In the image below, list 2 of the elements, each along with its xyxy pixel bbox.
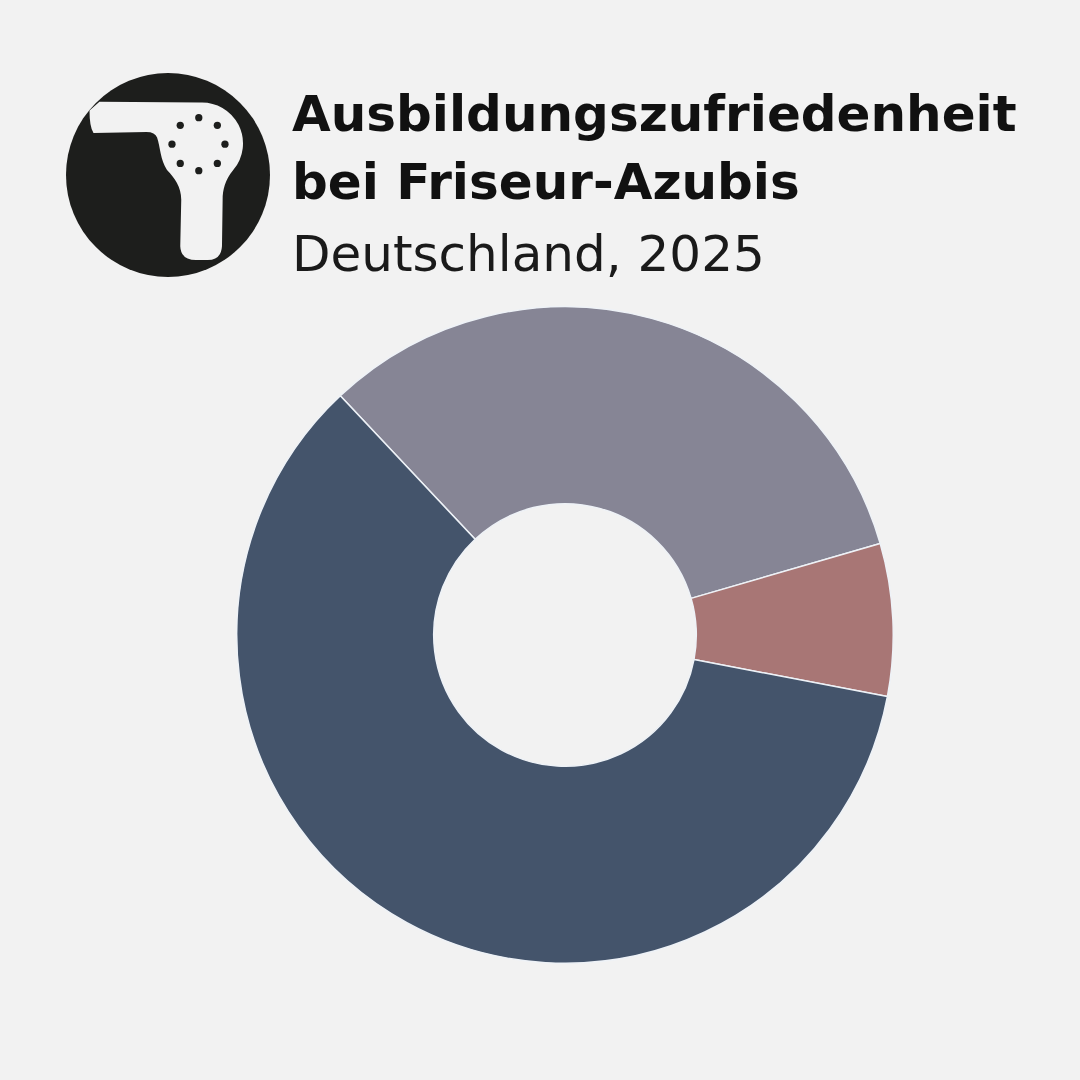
- chart-title: Ausbildungszufriedenheit bei Friseur-Azubis: [292, 84, 1018, 213]
- chart-subtitle: Deutschland, 2025: [292, 224, 766, 285]
